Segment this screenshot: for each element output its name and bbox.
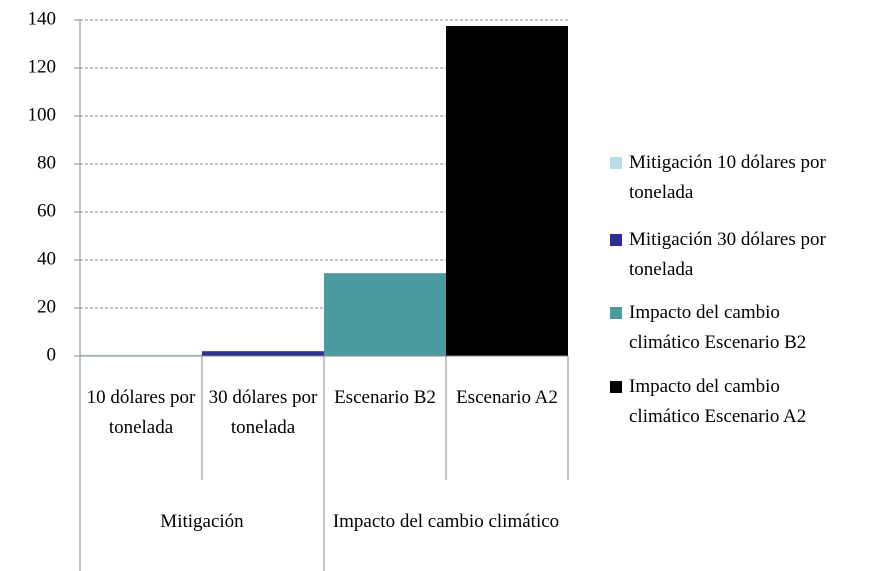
y-tick-label: 60 <box>37 200 56 221</box>
group-label: Mitigación <box>160 511 244 532</box>
bar <box>80 354 202 356</box>
x-tick-label: 10 dólares por tonelada <box>86 387 196 438</box>
y-tick-label: 140 <box>28 8 57 29</box>
legend-label: Mitigación 10 dólares por tonelada <box>629 152 826 203</box>
x-tick-label: 30 dólares por tonelada <box>208 387 318 438</box>
legend-swatch <box>610 307 622 319</box>
y-tick-label: 100 <box>28 104 57 125</box>
bar <box>446 26 568 356</box>
legend-swatch <box>610 381 622 393</box>
y-tick-label: 20 <box>37 296 56 317</box>
y-tick-label: 40 <box>37 248 56 269</box>
legend-item: Impacto del cambio climático Escenario B… <box>610 298 878 358</box>
x-tick-label: Escenario B2 <box>334 387 436 408</box>
y-tick-label: 80 <box>37 152 56 173</box>
bar <box>202 351 324 356</box>
legend-item: Mitigación 10 dólares por tonelada <box>610 148 878 208</box>
legend-label: Mitigación 30 dólares por tonelada <box>629 229 826 280</box>
legend-label: Impacto del cambio climático Escenario A… <box>629 376 807 427</box>
legend-item: Impacto del cambio climático Escenario A… <box>610 372 878 432</box>
group-label: Impacto del cambio climático <box>332 511 560 532</box>
x-tick-label: Escenario A2 <box>456 387 558 408</box>
legend-item: Mitigación 30 dólares por tonelada <box>610 225 878 285</box>
bar <box>324 273 446 356</box>
legend-label: Impacto del cambio climático Escenario B… <box>629 302 807 353</box>
y-tick-label: 120 <box>28 56 57 77</box>
legend-swatch <box>610 157 622 169</box>
legend-swatch <box>610 234 622 246</box>
y-tick-label: 0 <box>47 344 57 365</box>
